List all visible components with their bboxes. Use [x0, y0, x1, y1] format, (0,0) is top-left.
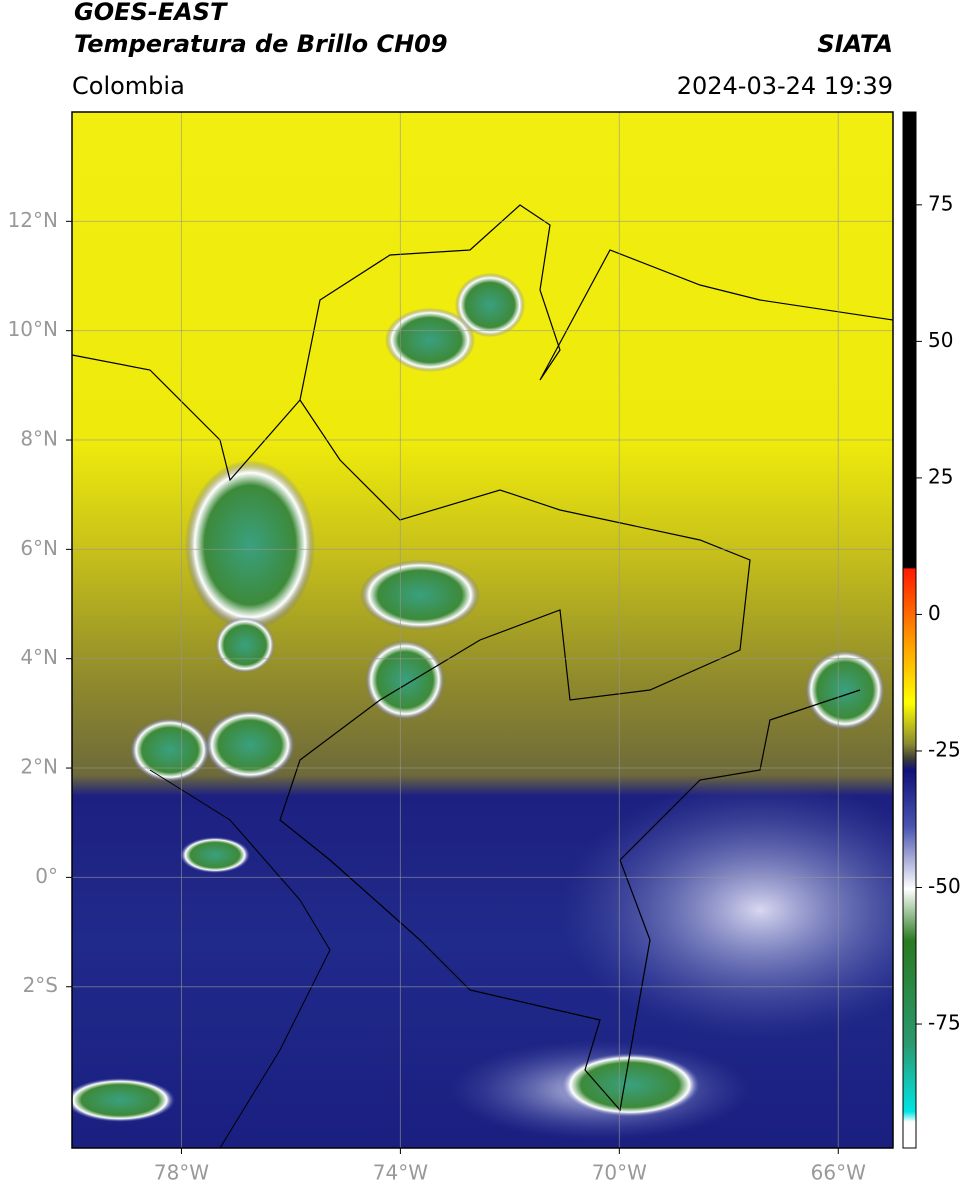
x-tick-label: 70°W [592, 1161, 647, 1185]
map-frame [71, 111, 894, 1149]
colorbar-tick-label: 50 [928, 328, 953, 352]
title: GOES-EAST [74, 0, 228, 26]
source: SIATA [817, 30, 893, 58]
colorbar-tick-label: -25 [928, 737, 961, 761]
y-tick-label: 0° [35, 864, 58, 888]
y-tick-label: 2°S [23, 973, 58, 997]
colorbar-tick-label: -50 [928, 874, 961, 898]
colorbar-tick-label: 75 [928, 191, 953, 215]
x-tick-label: 66°W [811, 1161, 866, 1185]
y-tick-label: 8°N [20, 427, 58, 451]
subtitle: Temperatura de Brillo CH09 [74, 30, 448, 58]
y-tick-label: 4°N [20, 645, 58, 669]
y-tick-label: 6°N [20, 536, 58, 560]
x-tick-label: 74°W [373, 1161, 428, 1185]
satellite-image [72, 112, 893, 1148]
datetime: 2024-03-24 19:39 [677, 72, 893, 100]
x-tick-label: 78°W [154, 1161, 209, 1185]
colorbar-tick-label: -75 [928, 1011, 961, 1035]
region: Colombia [72, 72, 185, 100]
grid [72, 112, 893, 1148]
y-tick-label: 12°N [8, 208, 58, 232]
colorbar-tick-label: 25 [928, 464, 953, 488]
y-tick-label: 10°N [8, 317, 58, 341]
y-tick-label: 2°N [20, 755, 58, 779]
colorbar-tick-label: 0 [928, 601, 941, 625]
colorbar [902, 111, 917, 1149]
